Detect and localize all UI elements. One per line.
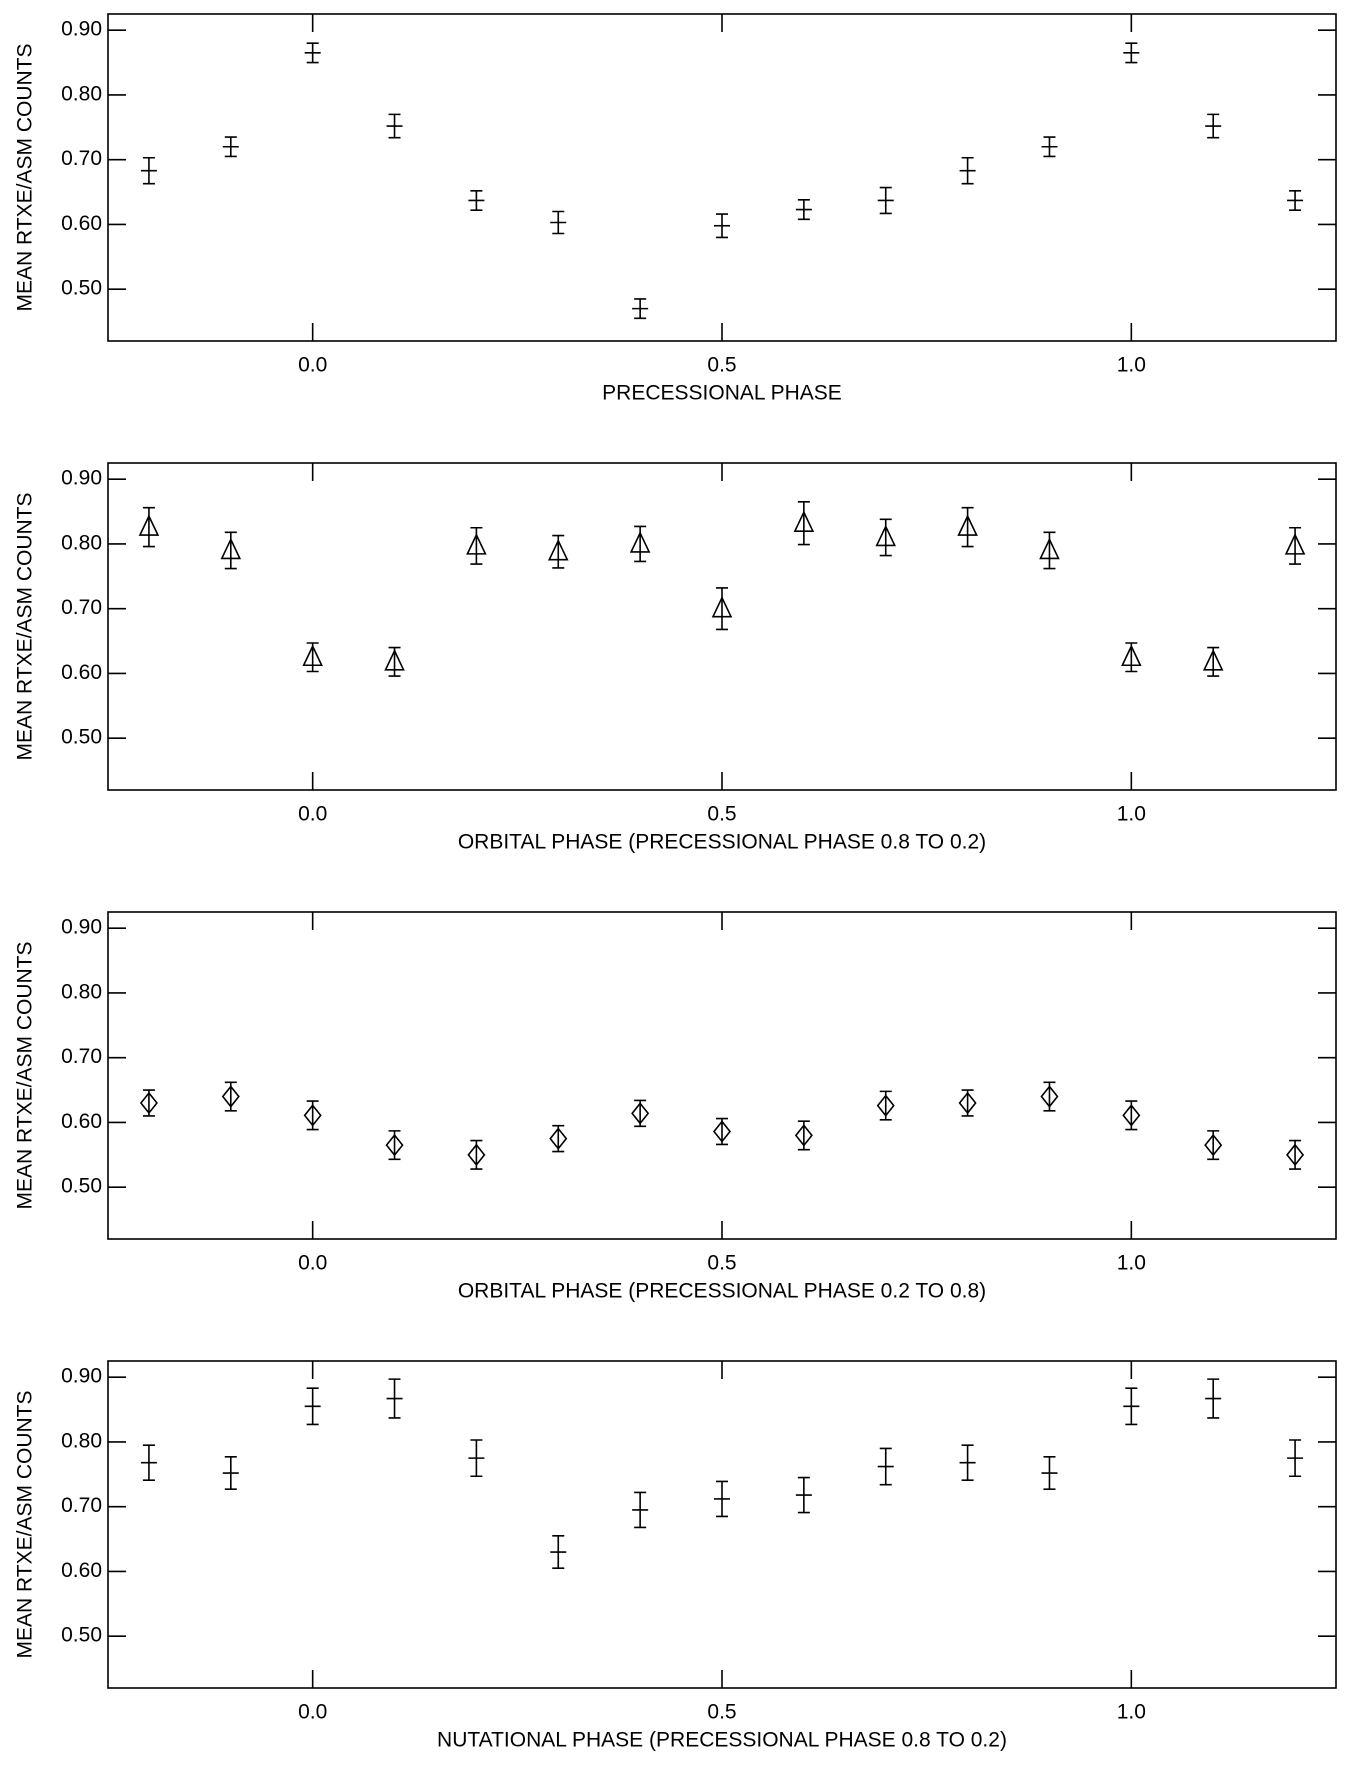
point-marker: [629, 531, 651, 553]
error-bar: [716, 587, 728, 631]
y-tick-label: 0.70: [61, 147, 102, 170]
x-tick-label: 0.5: [707, 354, 736, 377]
plot-frame: [107, 1360, 1337, 1689]
error-bar: [797, 501, 810, 546]
point-marker: [958, 1091, 977, 1115]
point-marker: [384, 648, 405, 671]
y-tick-label: 0.60: [61, 1559, 102, 1582]
y-tick-label: 0.60: [61, 212, 102, 235]
y-tick-label: 0.50: [61, 1175, 102, 1198]
point-marker: [1204, 1133, 1223, 1157]
point-marker: [1040, 1085, 1059, 1108]
y-tick-label: 0.60: [61, 661, 102, 684]
error-bar: [961, 1089, 974, 1117]
y-tick-label: 0.90: [61, 1365, 102, 1388]
error-bar: [142, 506, 155, 548]
point-marker: [711, 595, 733, 618]
point-marker: [302, 644, 323, 667]
x-axis-title: NUTATIONAL PHASE (PRECESSIONAL PHASE 0.8…: [437, 1729, 1007, 1752]
point-marker: [1121, 644, 1142, 667]
y-tick-label: 0.90: [61, 467, 102, 490]
point-marker: [549, 1127, 568, 1150]
point-marker: [221, 1085, 240, 1108]
point-marker: [385, 1133, 404, 1157]
y-axis-title: MEAN RTXE/ASM COUNTS: [14, 942, 37, 1210]
y-tick-label: 0.80: [61, 531, 102, 554]
point-marker: [303, 1104, 322, 1127]
error-bar: [961, 506, 974, 548]
x-tick-label: 0.0: [298, 1701, 327, 1724]
error-bar: [142, 1089, 155, 1117]
point-marker: [957, 514, 978, 536]
x-axis-title: ORBITAL PHASE (PRECESSIONAL PHASE 0.8 TO…: [458, 831, 986, 854]
y-tick-label: 0.90: [61, 916, 102, 939]
y-tick-label: 0.80: [61, 82, 102, 105]
x-tick-label: 0.5: [707, 1701, 736, 1724]
error-bar: [716, 1117, 728, 1146]
x-tick-label: 1.0: [1117, 1252, 1146, 1275]
point-marker: [875, 524, 896, 547]
x-tick-label: 1.0: [1117, 354, 1146, 377]
point-marker: [1202, 648, 1224, 671]
point-marker: [1286, 1143, 1305, 1167]
y-axis-title: MEAN RTXE/ASM COUNTS: [14, 44, 37, 312]
point-marker: [712, 1120, 732, 1143]
plot-frame: [107, 13, 1337, 342]
point-marker: [1122, 1104, 1141, 1127]
x-tick-label: 0.0: [298, 1252, 327, 1275]
error-bar: [552, 1124, 565, 1153]
x-tick-label: 1.0: [1117, 803, 1146, 826]
y-tick-label: 0.90: [61, 18, 102, 41]
y-tick-label: 0.70: [61, 596, 102, 619]
x-tick-label: 0.0: [298, 354, 327, 377]
point-marker: [1284, 533, 1306, 555]
y-tick-label: 0.80: [61, 1429, 102, 1452]
y-tick-label: 0.70: [61, 1045, 102, 1068]
error-bar: [634, 1099, 647, 1128]
y-axis-title: MEAN RTXE/ASM COUNTS: [14, 493, 37, 761]
y-tick-label: 0.80: [61, 980, 102, 1003]
point-marker: [631, 1102, 650, 1125]
x-tick-label: 0.5: [707, 1252, 736, 1275]
point-marker: [793, 510, 815, 533]
plot-frame: [107, 911, 1337, 1240]
y-tick-label: 0.50: [61, 1624, 102, 1647]
point-marker: [876, 1094, 895, 1117]
x-axis-title: PRECESSIONAL PHASE: [602, 382, 842, 405]
point-marker: [794, 1124, 813, 1147]
point-marker: [139, 1091, 158, 1115]
y-axis-title: MEAN RTXE/ASM COUNTS: [14, 1391, 37, 1659]
point-marker: [220, 537, 242, 560]
y-tick-label: 0.70: [61, 1494, 102, 1517]
x-tick-label: 0.0: [298, 803, 327, 826]
point-marker: [138, 514, 160, 536]
y-tick-label: 0.50: [61, 726, 102, 749]
y-tick-label: 0.60: [61, 1110, 102, 1133]
x-tick-label: 0.5: [707, 803, 736, 826]
x-axis-title: ORBITAL PHASE (PRECESSIONAL PHASE 0.2 TO…: [458, 1280, 986, 1303]
point-marker: [466, 533, 487, 555]
point-marker: [467, 1143, 486, 1167]
point-marker: [548, 538, 569, 561]
point-marker: [1039, 537, 1060, 560]
y-tick-label: 0.50: [61, 277, 102, 300]
x-tick-label: 1.0: [1117, 1701, 1146, 1724]
